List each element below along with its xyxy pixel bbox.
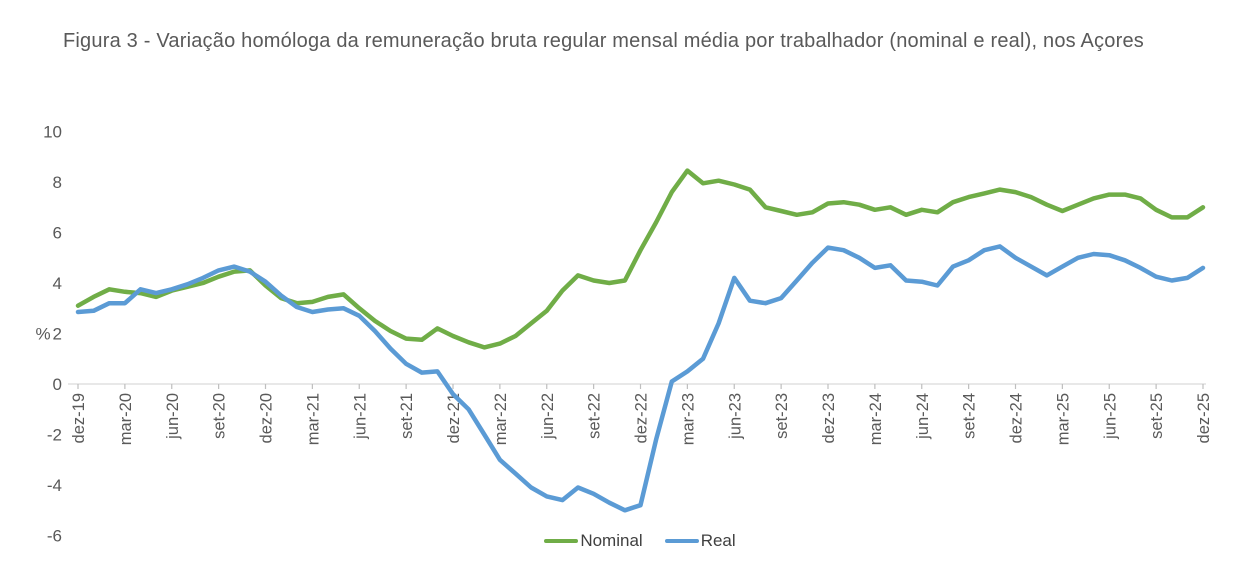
x-tick-label: set-25 [1148, 393, 1166, 439]
y-tick-label: 8 [53, 173, 62, 192]
y-tick-label: 6 [53, 224, 62, 243]
nominal-line-swatch [544, 538, 579, 544]
y-tick-label: -4 [47, 476, 62, 495]
legend-item-nominal: Nominal [544, 531, 643, 551]
x-tick-label: mar-25 [1054, 393, 1072, 445]
x-tick-label: jun-22 [539, 393, 557, 440]
x-tick-label: mar-23 [679, 393, 697, 445]
x-tick-label: dez-21 [445, 393, 463, 443]
chart-legend: Nominal Real [470, 528, 810, 554]
legend-item-real: Real [664, 531, 736, 551]
x-tick-label: jun-25 [1101, 393, 1119, 440]
x-tick-label: dez-19 [70, 393, 88, 443]
x-tick-label: mar-22 [492, 393, 510, 445]
y-tick-label: 4 [53, 274, 62, 293]
y-tick-label: 2 [53, 325, 62, 344]
x-tick-label: set-23 [773, 393, 791, 439]
real-line-swatch [664, 538, 699, 544]
x-tick-label: jun-21 [351, 393, 369, 440]
real-line [75, 244, 1206, 513]
nominal-line [75, 168, 1206, 350]
x-tick-label: dez-22 [633, 393, 651, 443]
x-tick-label: mar-20 [117, 393, 135, 445]
y-tick-label: -6 [47, 527, 62, 546]
x-tick-label: set-20 [211, 393, 229, 439]
y-tick-label: -2 [47, 426, 62, 445]
x-tick-label: mar-21 [304, 393, 322, 445]
legend-label-real: Real [700, 531, 736, 550]
x-tick-label: dez-25 [1195, 393, 1213, 443]
x-tick-label: set-21 [398, 393, 416, 439]
y-tick-label: 10 [43, 123, 62, 142]
x-tick-label: set-24 [961, 393, 979, 439]
x-tick-label: dez-23 [820, 393, 838, 443]
x-tick-label: dez-24 [1008, 393, 1026, 443]
y-tick-label: 0 [53, 375, 62, 394]
chart-title: Figura 3 - Variação homóloga da remunera… [63, 30, 1144, 52]
x-tick-label: jun-23 [726, 393, 744, 440]
x-tick-label: mar-24 [867, 393, 885, 445]
x-tick-label: set-22 [586, 393, 604, 439]
x-tick-label: dez-20 [258, 393, 276, 443]
x-tick-label: jun-24 [914, 393, 932, 440]
x-tick-label: jun-20 [164, 393, 182, 440]
legend-label-nominal: Nominal [580, 531, 643, 550]
y-axis-title: % [35, 325, 50, 344]
